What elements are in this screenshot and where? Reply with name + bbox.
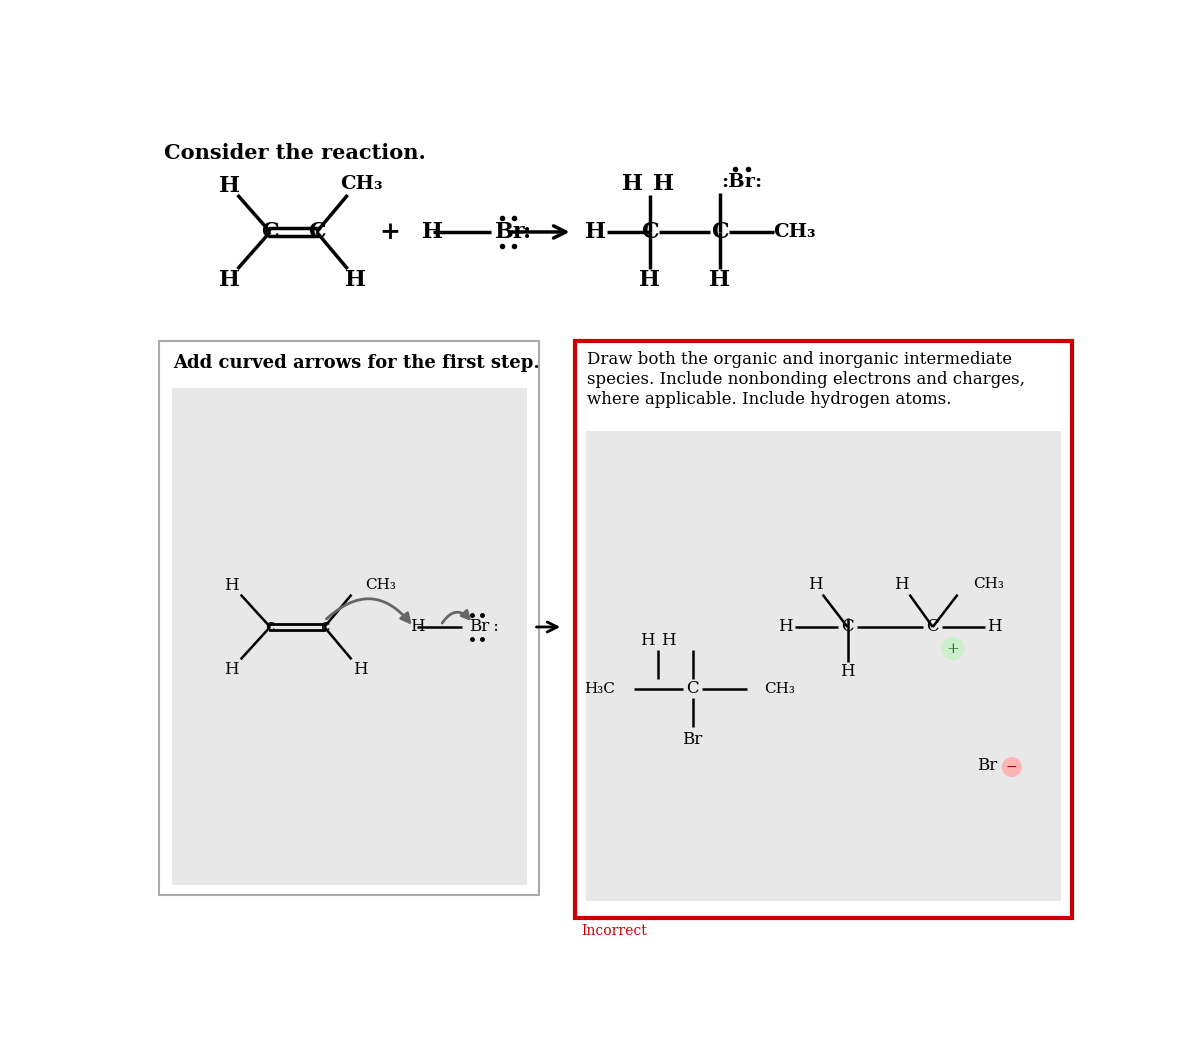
Text: H₃C: H₃C (584, 682, 616, 696)
Text: :: : (523, 221, 532, 243)
Text: C: C (686, 680, 698, 697)
Text: C: C (308, 221, 325, 243)
Text: +: + (947, 642, 959, 656)
Text: C: C (710, 221, 728, 243)
Text: c: c (265, 619, 275, 636)
Text: C: C (841, 619, 854, 636)
Text: H: H (344, 269, 366, 291)
Text: Br: Br (469, 619, 490, 636)
Text: H: H (640, 269, 660, 291)
Text: H: H (840, 663, 854, 680)
Text: H: H (224, 661, 239, 678)
Text: :: : (488, 619, 499, 636)
Text: CH₃: CH₃ (773, 223, 815, 241)
Text: Consider the reaction.: Consider the reaction. (164, 143, 426, 163)
FancyArrowPatch shape (442, 610, 469, 623)
Text: +: + (380, 220, 401, 243)
Text: H: H (623, 173, 643, 195)
Bar (172, 388, 527, 885)
Text: H: H (410, 619, 425, 636)
Text: −: − (1006, 760, 1018, 774)
FancyArrowPatch shape (326, 599, 409, 623)
Circle shape (1002, 758, 1021, 777)
Text: c: c (319, 619, 329, 636)
Circle shape (942, 638, 964, 660)
Text: H: H (894, 577, 910, 593)
Text: Br: Br (683, 730, 703, 748)
Bar (575, 340, 1073, 918)
Text: H: H (224, 577, 239, 593)
Text: Add curved arrows for the first step.: Add curved arrows for the first step. (173, 354, 540, 372)
Text: H: H (422, 221, 443, 243)
Text: H: H (220, 269, 240, 291)
Text: C: C (926, 619, 940, 636)
Text: H: H (586, 221, 606, 243)
Text: Br: Br (496, 221, 526, 243)
Text: H: H (808, 577, 822, 593)
Bar (586, 431, 1062, 901)
Text: H: H (709, 269, 730, 291)
Text: H: H (641, 632, 655, 649)
Text: H: H (653, 173, 674, 195)
Text: CH₃: CH₃ (365, 578, 396, 591)
Text: H: H (988, 619, 1002, 636)
Text: CH₃: CH₃ (973, 577, 1004, 591)
Text: Incorrect: Incorrect (581, 924, 647, 938)
Text: H: H (661, 632, 676, 649)
Text: H: H (220, 175, 240, 197)
Text: C: C (262, 221, 278, 243)
Text: Br: Br (977, 757, 997, 774)
Text: CH₃: CH₃ (341, 175, 383, 193)
Text: CH₃: CH₃ (764, 682, 794, 696)
Text: :Br:: :Br: (721, 173, 762, 191)
Text: H: H (354, 661, 368, 678)
Text: Draw both the organic and inorganic intermediate
species. Include nonbonding ele: Draw both the organic and inorganic inte… (587, 351, 1025, 408)
Bar (160, 340, 539, 895)
Text: C: C (641, 221, 659, 243)
Text: H: H (778, 619, 793, 636)
